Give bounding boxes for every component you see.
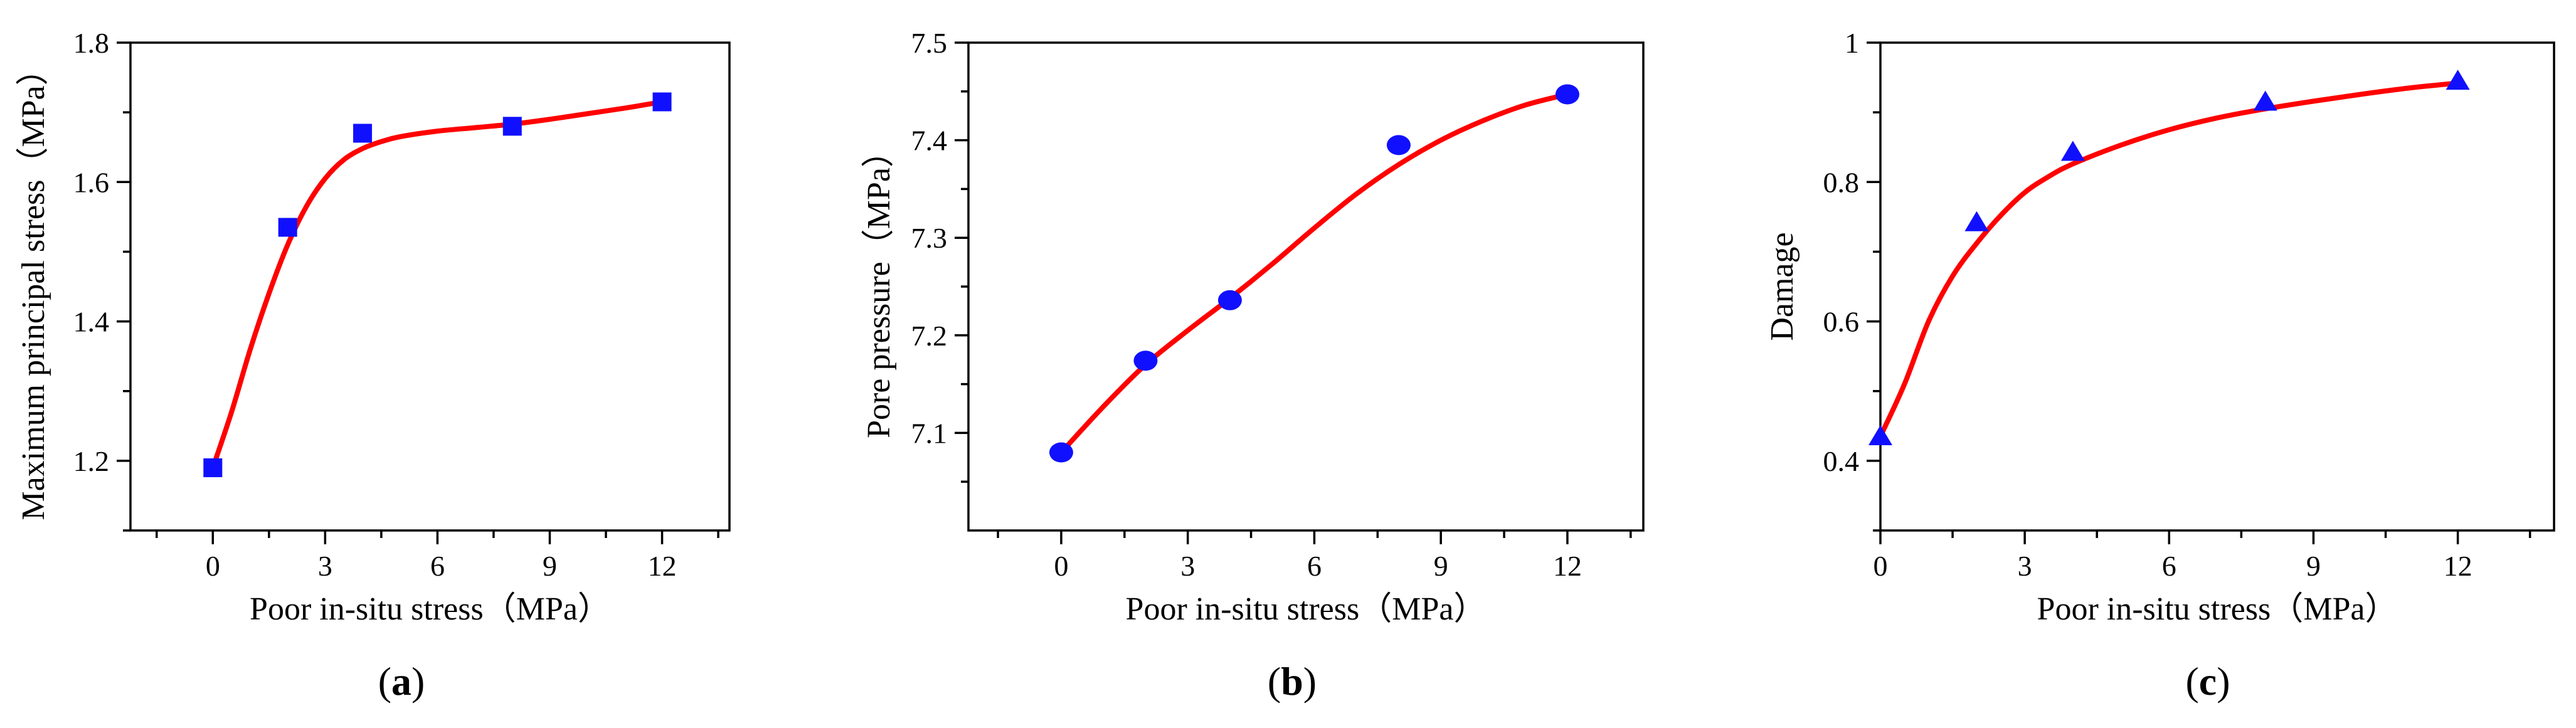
x-axis-label: Poor in-situ stress（MPa） <box>1126 591 1487 627</box>
x-tick-label: 9 <box>2306 550 2321 582</box>
chart-panel-a: 0 3 6 9 12 1.2 1.4 1.6 1.8 Poor in-situ stress（MP… <box>16 27 731 704</box>
x-tick-label: 12 <box>1553 550 1582 582</box>
x-tick-label: 12 <box>648 550 677 582</box>
x-tick-label: 3 <box>318 550 332 582</box>
data-point-circle <box>1133 351 1158 371</box>
data-point-square <box>502 117 522 136</box>
y-tick-label: 7.2 <box>911 320 948 352</box>
x-tick-label: 6 <box>2162 550 2176 582</box>
x-tick-label: 9 <box>1434 550 1448 582</box>
x-tick-label: 9 <box>543 550 557 582</box>
fit-curve-line <box>1878 80 2461 439</box>
x-tick-label: 12 <box>2444 550 2473 582</box>
x-tick-label: 0 <box>206 550 220 582</box>
fit-curve-line <box>1058 92 1570 455</box>
x-tick-label: 0 <box>1054 550 1068 582</box>
y-tick-label: 7.3 <box>911 222 948 254</box>
y-tick-label: 7.4 <box>911 125 948 157</box>
data-point-triangle <box>2446 70 2470 90</box>
x-tick-label: 6 <box>430 550 445 582</box>
data-point-circle <box>1049 442 1073 463</box>
y-tick-label: 0.4 <box>1823 445 1860 477</box>
y-tick-label: 1 <box>1845 27 1859 59</box>
panel-caption: (a) <box>378 659 425 704</box>
data-point-square <box>203 458 223 477</box>
data-point-circle <box>1386 135 1411 156</box>
y-tick-label: 1.4 <box>73 306 110 338</box>
y-tick-label: 7.1 <box>911 417 948 449</box>
fit-curve-line <box>210 99 665 470</box>
x-axis-label: Poor in-situ stress（MPa） <box>2037 591 2398 627</box>
x-tick-label: 6 <box>1307 550 1322 582</box>
y-tick-label: 0.6 <box>1823 306 1860 338</box>
data-point-triangle <box>1964 211 1989 231</box>
data-point-circle <box>1555 84 1579 105</box>
y-axis-label: Pore pressure（MPa） <box>861 135 897 438</box>
panel-caption: (c) <box>2185 659 2230 704</box>
x-tick-label: 3 <box>2018 550 2032 582</box>
data-point-triangle <box>2060 140 2085 161</box>
chart-panel-c: 0 3 6 9 12 0.4 0.6 0.8 1 Poor in-situ stress（MPa）… <box>1764 27 2555 704</box>
y-tick-label: 1.8 <box>73 27 110 59</box>
panel-caption: (b) <box>1268 659 1317 704</box>
x-axis-label: Poor in-situ stress（MPa） <box>250 591 610 627</box>
y-axis-label: Damage <box>1764 232 1800 340</box>
y-tick-label: 0.8 <box>1823 166 1860 198</box>
x-tick-label: 0 <box>1874 550 1888 582</box>
data-point-square <box>652 92 672 112</box>
data-point-circle <box>1217 290 1242 310</box>
plot-frame <box>1879 41 2555 532</box>
plot-frame <box>129 41 731 532</box>
y-tick-label: 1.2 <box>73 445 110 477</box>
y-tick-label: 1.6 <box>73 166 110 198</box>
data-point-triangle <box>2253 90 2277 111</box>
y-tick-label: 7.5 <box>911 27 948 59</box>
y-axis-label: Maximum principal stress（MPa） <box>16 53 51 520</box>
x-tick-label: 3 <box>1180 550 1195 582</box>
chart-panel-b: 0 3 6 9 12 7.1 7.2 7.3 7.4 7.5 Poor in-situ stress… <box>861 27 1645 704</box>
data-point-square <box>278 218 297 237</box>
data-point-triangle <box>1868 425 1892 445</box>
data-point-square <box>353 124 373 143</box>
